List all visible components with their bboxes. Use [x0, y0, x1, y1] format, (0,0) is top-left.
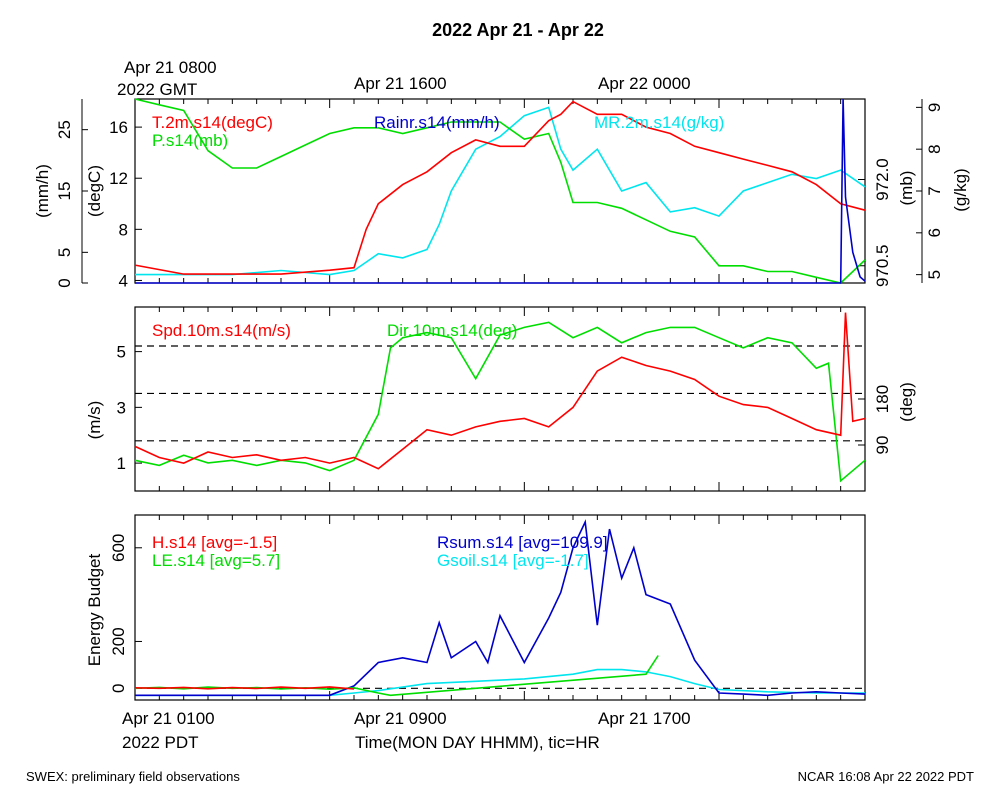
gmt-label-t0: Apr 21 0800: [124, 58, 217, 77]
pdt-label-t0: Apr 21 0100: [122, 709, 215, 728]
mid-dir-axis-label: (deg): [897, 382, 916, 422]
mid-dir-ytick-label: 90: [873, 436, 892, 455]
top-mr-ytick-label: 5: [925, 270, 944, 279]
top-temp-ytick-label: 8: [119, 220, 128, 239]
top-rain-axis-label: (mm/h): [33, 164, 52, 218]
gmt-label-t1: Apr 21 1600: [354, 74, 447, 93]
bot-legend-h: H.s14 [avg=-1.5]: [152, 533, 277, 552]
chart-title: 2022 Apr 21 - Apr 22: [432, 20, 604, 40]
top-legend-temp: T.2m.s14(degC): [152, 113, 273, 132]
bot-series-line: [135, 668, 865, 697]
footer-left: SWEX: preliminary field observations: [26, 769, 240, 784]
mid-series-line: [134, 321, 866, 483]
panel-top: 0 5 15 25 (mm/h) 4 8 12 16 (degC) 970.5 972.0 (mb) 5 6…: [33, 98, 970, 290]
bot-legend-le: LE.s14 [avg=5.7]: [152, 551, 280, 570]
top-legend-rain: Rainr.s14(mm/h): [374, 113, 500, 132]
gmt-label-t2: Apr 22 0000: [598, 74, 691, 93]
pdt-label-t0-line2: 2022 PDT: [122, 733, 199, 752]
mid-spd-axis-label: (m/s): [85, 401, 104, 440]
mid-spd-ytick-label: 5: [117, 343, 126, 362]
top-mr-axis-label: (g/kg): [951, 168, 970, 211]
bot-series-line: [135, 519, 866, 697]
top-mr-ytick-label: 8: [925, 144, 944, 153]
panel-middle: 1 3 5 (m/s) 90 180 (deg) Spd.10m.s14(m/s) Dir.10…: [85, 306, 916, 492]
top-series-line: [135, 106, 866, 276]
top-rain-ytick-label: 5: [55, 248, 74, 257]
mid-series-line: [134, 312, 866, 470]
top-legend-mr: MR.2m.s14(g/kg): [594, 113, 724, 132]
mid-spd-ytick-label: 1: [117, 454, 126, 473]
gmt-label-t0-line2: 2022 GMT: [117, 80, 197, 99]
bot-series-line: [134, 686, 355, 690]
top-mr-ytick-label: 7: [925, 186, 944, 195]
bot-ytick-label: 600: [109, 534, 128, 562]
top-rain-ytick-label: 0: [55, 278, 74, 287]
mid-dir-ytick-label: 180: [873, 385, 892, 413]
top-temp-ytick-label: 16: [109, 118, 128, 137]
top-series-line: [134, 100, 866, 275]
top-mr-ytick-label: 9: [925, 103, 944, 112]
bot-legend-rsum: Rsum.s14 [avg=109.9]: [437, 533, 608, 552]
top-series-line: [134, 98, 866, 284]
panel-bottom: 0 200 600 Energy Budget H.s14 [avg=-1.5]LE.s…: [85, 514, 866, 701]
top-temp-ytick-label: 4: [119, 271, 128, 290]
top-pres-ytick-label: 972.0: [873, 158, 892, 201]
bot-ytick-label: 0: [109, 684, 128, 693]
top-temp-ytick-label: 12: [109, 169, 128, 188]
x-axis-label: Time(MON DAY HHMM), tic=HR: [355, 733, 600, 752]
top-legend-pres: P.s14(mb): [152, 131, 228, 150]
top-rain-ytick-label: 25: [55, 120, 74, 139]
pdt-label-t1: Apr 21 0900: [354, 709, 447, 728]
mid-spd-ytick-label: 3: [117, 398, 126, 417]
bot-energy-axis-label: Energy Budget: [85, 553, 104, 666]
mid-legend-dir: Dir.10m.s14(deg): [387, 321, 517, 340]
top-temp-axis-label: (degC): [85, 165, 104, 217]
footer-right: NCAR 16:08 Apr 22 2022 PDT: [798, 769, 974, 784]
bot-ytick-label: 200: [109, 627, 128, 655]
top-series-line: [135, 98, 866, 284]
top-pres-ytick-label: 970.5: [873, 244, 892, 287]
mid-legend-spd: Spd.10m.s14(m/s): [152, 321, 291, 340]
pdt-label-t2: Apr 21 1700: [598, 709, 691, 728]
top-mr-ytick-label: 6: [925, 228, 944, 237]
top-pres-axis-label: (mb): [897, 171, 916, 206]
top-rain-ytick-label: 15: [55, 182, 74, 201]
bot-legend-gsoil: Gsoil.s14 [avg=-1.7]: [437, 551, 589, 570]
